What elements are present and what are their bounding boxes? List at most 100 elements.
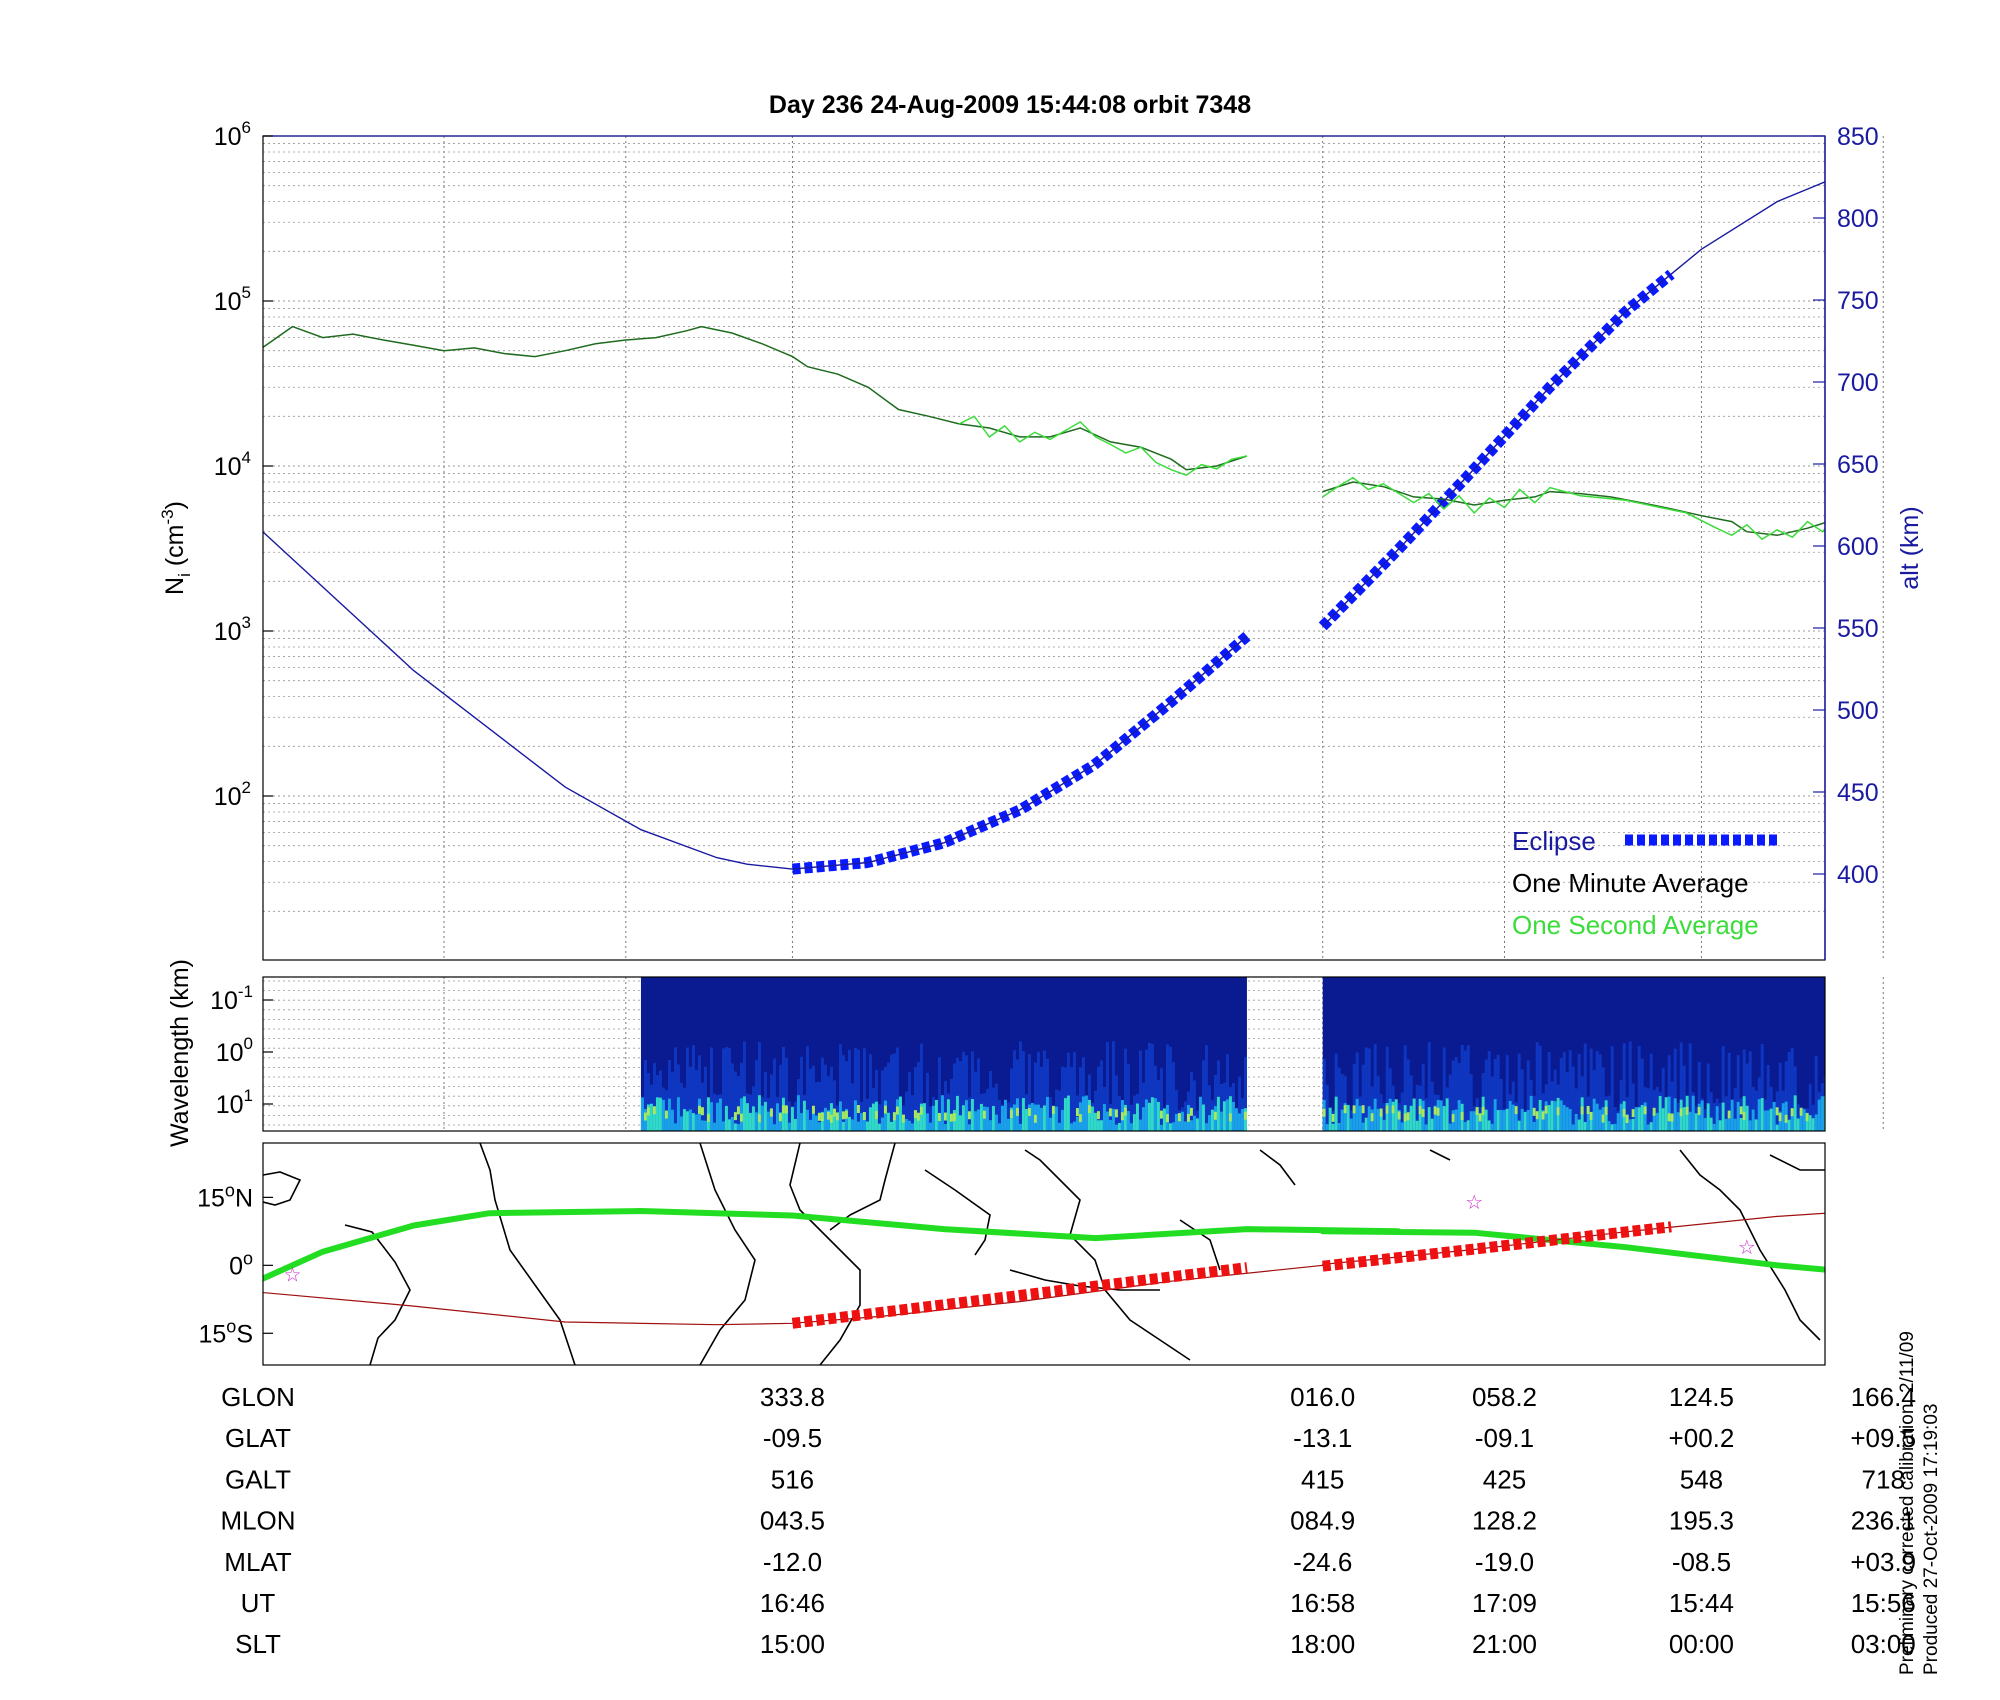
spectrogram-column bbox=[763, 1101, 767, 1131]
spectrogram-column bbox=[1147, 1042, 1151, 1131]
spectrogram-column bbox=[1469, 1111, 1473, 1131]
spectrogram-column bbox=[1183, 1121, 1187, 1131]
spectrogram-column bbox=[658, 1097, 662, 1131]
spectrogram-column bbox=[1180, 1111, 1184, 1131]
spectrogram-column bbox=[1667, 1055, 1671, 1131]
spectrogram-column bbox=[1649, 1053, 1653, 1131]
spectrogram-column bbox=[1799, 1110, 1803, 1131]
spectrogram-column bbox=[1956, 1087, 1959, 1131]
spectrogram-column bbox=[1355, 1098, 1359, 1131]
spectrogram-column bbox=[1565, 1071, 1569, 1131]
spectrogram-frame bbox=[262, 976, 1826, 1132]
spectrogram-column bbox=[697, 1055, 701, 1131]
spectrogram-column bbox=[766, 1111, 770, 1131]
spectrogram-column bbox=[1129, 1123, 1133, 1131]
spectrogram-column bbox=[1439, 1100, 1443, 1131]
spectrogram-column bbox=[1337, 1067, 1341, 1131]
spectrogram-column bbox=[907, 1120, 911, 1131]
spectrogram-column bbox=[1514, 1106, 1518, 1115]
spectrogram-column bbox=[1851, 1114, 1854, 1122]
spectrogram-column bbox=[1346, 1104, 1350, 1131]
spectrogram-column bbox=[1141, 1107, 1145, 1131]
spectrogram-column bbox=[1929, 1121, 1932, 1131]
spectrogram-column bbox=[712, 1122, 716, 1131]
spectrogram-column bbox=[1571, 1066, 1575, 1131]
spectrogram-column bbox=[1027, 1104, 1031, 1131]
spectrogram-column bbox=[1045, 1096, 1049, 1131]
ephemeris-cell: 18:00 bbox=[1290, 1629, 1355, 1659]
spectrogram-column bbox=[1760, 1044, 1764, 1131]
spectrogram-column bbox=[1688, 1111, 1692, 1131]
spectrogram-column bbox=[856, 1105, 860, 1114]
ephemeris-row-label: GLAT bbox=[225, 1423, 291, 1453]
spectrogram-column bbox=[1971, 1108, 1974, 1131]
spectrogram-column bbox=[895, 1106, 899, 1115]
density-altitude-panel: 106 105 104 103 102 850 800 750 700 650 600 550 500… bbox=[158, 118, 1924, 961]
spectrogram-column bbox=[1959, 1115, 1962, 1131]
spectrogram-column bbox=[1204, 1045, 1208, 1131]
spectrogram-column bbox=[1631, 1118, 1635, 1131]
one-second-line bbox=[958, 415, 1248, 477]
spectrogram-column bbox=[1400, 1092, 1404, 1131]
spectrogram-column bbox=[709, 1047, 713, 1131]
spectrogram-column bbox=[916, 1113, 920, 1131]
spectrogram-column bbox=[1875, 1096, 1878, 1131]
spectrogram-column bbox=[1069, 1067, 1073, 1131]
spectrogram-column bbox=[1631, 1083, 1635, 1131]
spectrogram-column bbox=[1947, 1112, 1950, 1120]
spectrogram-column bbox=[841, 1121, 845, 1131]
spectrogram-column bbox=[850, 1119, 854, 1131]
spectrogram-column bbox=[1451, 1060, 1455, 1131]
spectrogram-column bbox=[1769, 1108, 1773, 1131]
spectrogram-column bbox=[730, 1063, 734, 1131]
ephemeris-cell: 548 bbox=[1680, 1464, 1723, 1494]
spectrogram-column bbox=[1021, 1051, 1025, 1131]
magnetic-equator-line bbox=[263, 1208, 1825, 1282]
spectrogram-column bbox=[1009, 1109, 1013, 1118]
spectrogram-column bbox=[946, 1099, 950, 1131]
spectrogram-column bbox=[1920, 1042, 1923, 1131]
spectrogram-column bbox=[1589, 1111, 1593, 1120]
spectrogram-column bbox=[937, 1112, 941, 1121]
spectrogram-column bbox=[1201, 1104, 1205, 1131]
ephemeris-cell: 124.5 bbox=[1669, 1382, 1734, 1412]
spectrogram-column bbox=[913, 1066, 917, 1131]
spectrogram-column bbox=[793, 1101, 797, 1131]
right-axis-label: alt (km) bbox=[1896, 506, 1924, 589]
spectrogram-column bbox=[1721, 1102, 1725, 1131]
spectrogram-column bbox=[1093, 1090, 1097, 1131]
spectrogram-column bbox=[916, 1061, 920, 1131]
spectrogram-column bbox=[1796, 1104, 1800, 1131]
ephemeris-cell: -08.5 bbox=[1672, 1547, 1731, 1577]
spectrogram-column bbox=[817, 1122, 821, 1131]
spectrogram-column bbox=[958, 1115, 962, 1131]
ephemeris-cell: 718 bbox=[1862, 1464, 1905, 1494]
spectrogram-column bbox=[961, 1051, 965, 1131]
spectrogram-column bbox=[1376, 1075, 1380, 1131]
coastline bbox=[479, 1143, 576, 1365]
ephemeris-table: GLON333.8016.0058.2124.5166.4208.3250.12… bbox=[220, 1382, 1916, 1659]
right-tick-label: 650 bbox=[1837, 451, 1879, 479]
spectrogram-column bbox=[1863, 1121, 1866, 1131]
spectrogram-column bbox=[1736, 1055, 1740, 1131]
spectrogram-column bbox=[1072, 1121, 1076, 1131]
spectrogram-column bbox=[1207, 1115, 1211, 1131]
spectrogram-column bbox=[1364, 1117, 1368, 1131]
spectrogram-column bbox=[1854, 1109, 1857, 1117]
spectrogram-column bbox=[1992, 1083, 1995, 1131]
altitude-line bbox=[263, 530, 1248, 870]
spectrogram-column bbox=[685, 1111, 689, 1131]
spectrogram-column bbox=[1790, 1108, 1794, 1117]
spectrogram-column bbox=[1436, 1107, 1440, 1116]
spectrogram-column bbox=[1532, 1107, 1536, 1116]
spectrogram-column bbox=[862, 1119, 866, 1131]
spectrogram-column bbox=[1228, 1113, 1232, 1122]
footnote-line2: Produced 27-Oct-2009 17:19:03 bbox=[1921, 1404, 1942, 1675]
spectrogram-column bbox=[691, 1113, 695, 1131]
spectrogram-column bbox=[1481, 1106, 1485, 1115]
spectrogram-column bbox=[1328, 1107, 1332, 1131]
spectrogram-column bbox=[664, 1112, 668, 1131]
spectrogram-column bbox=[1111, 1108, 1115, 1131]
spectrogram-column bbox=[1376, 1108, 1380, 1131]
